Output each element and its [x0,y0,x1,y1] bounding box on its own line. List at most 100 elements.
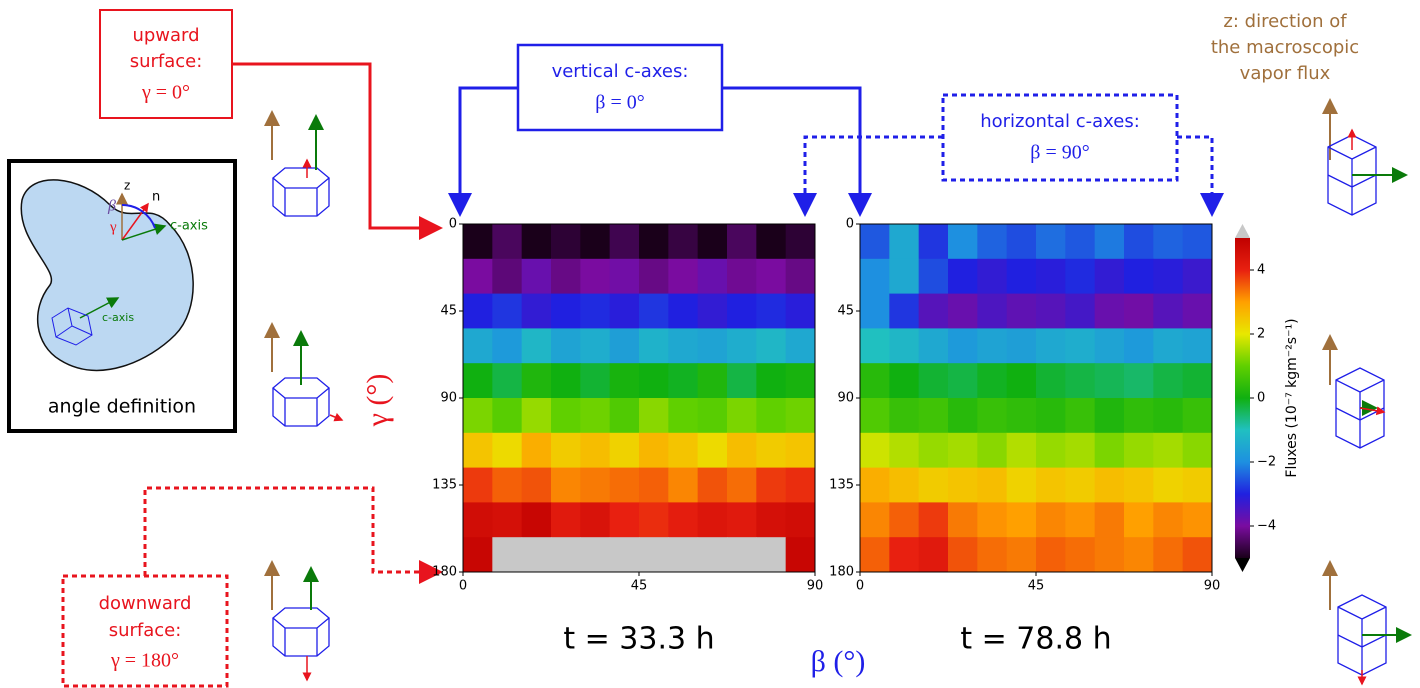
heatmap-cell [1036,398,1066,434]
heatmap-cell [860,398,890,434]
heatmap-cell [668,363,699,399]
heatmap-cell [1006,363,1037,399]
heatmap-cell [948,258,978,295]
crystal-icon [1322,334,1386,449]
heatmap-cell [521,467,552,503]
x-tick-label: 90 [807,579,824,594]
heatmap-cell [860,467,890,503]
heatmap-cell [1182,363,1213,399]
heatmap-cell [1065,224,1096,260]
heatmap-cell [1006,258,1037,295]
heatmap-cell [609,363,640,399]
heatmap-cell [1182,398,1213,434]
heatmap-cell [551,398,581,434]
heatmap-cell [948,363,978,399]
heatmap-cell [977,502,1008,538]
heatmap-cell [492,293,523,329]
heatmap-cell [492,502,523,538]
y-tick-label: 0 [449,217,457,232]
annotation: vertical c-axes: [552,61,689,82]
heatmap-cell [1036,224,1066,260]
heatmap-cell [756,467,787,503]
annotation: γ = 0° [141,82,190,104]
heatmap-cell [918,537,949,573]
heatmap-cell [1124,537,1154,573]
heatmap-cell [889,537,920,573]
inset-label: z [124,179,130,193]
heatmap-cell [463,398,493,434]
heatmap-cell [492,363,523,399]
heatmap-cell [609,328,640,364]
heatmap-cell [1036,432,1066,469]
connector [143,486,443,584]
heatmap-cell [609,258,640,295]
icon [121,202,149,241]
y-axis-label: γ (°) [361,374,394,428]
heatmap-cell [463,502,493,538]
heatmap-cell [889,293,920,329]
heatmap-cell [977,432,1008,469]
heatmap-cell [977,537,1008,573]
heatmap-cell [639,398,669,434]
heatmap-cell [1153,363,1184,399]
heatmap-cell [1124,258,1154,295]
heatmap-cell [1065,502,1096,538]
annotation: downward [99,593,192,614]
heatmap-cell [1065,432,1096,469]
heatmap-cell [860,293,890,329]
y-tick-label: 45 [440,304,457,319]
heatmap-cell [948,398,978,434]
heatmap-cell [492,537,523,573]
inset-title: angle definition [48,396,196,418]
heatmap-cell [785,293,816,329]
heatmap-cell [639,258,669,295]
heatmap-cell [860,224,890,260]
heatmap-cell [1182,328,1213,364]
heatmap-cell [977,258,1008,295]
heatmap-cell [860,363,890,399]
colorbar-under [1235,558,1250,572]
heatmap-cell [463,328,493,364]
heatmap-cell [668,258,699,295]
heatmap-cell [918,467,949,503]
heatmap-cell [551,258,581,295]
heatmap-cell [1036,537,1066,573]
heatmap-cell [977,363,1008,399]
chart-title: t = 33.3 h [563,622,714,657]
heatmap-cell [1153,293,1184,329]
colorbar-tick-label: −2 [1257,455,1276,470]
connector [793,135,943,217]
heatmap-cell [639,293,669,329]
heatmap-cell [860,432,890,469]
connector [448,86,518,217]
heatmap-cell [889,432,920,469]
heatmap-cell [727,224,757,260]
heatmap-cell [521,502,552,538]
inset-label: c-axis [170,219,208,234]
heatmap-cell [697,224,728,260]
heatmap-cell [1153,502,1184,538]
heatmap-cell [1153,398,1184,434]
heatmap-cell [492,432,523,469]
horizontal-box [941,93,1179,182]
annotation: β = 0° [595,92,644,114]
heatmap-cell [551,224,581,260]
heatmap-cell [756,293,787,329]
heatmap-cell [697,293,728,329]
heatmap-cell [918,328,949,364]
heatmap-cell [492,328,523,364]
heatmap-cell [1182,502,1213,538]
heatmap-cell [463,467,493,503]
chart-title: t = 78.8 h [960,622,1111,657]
heatmap-cell [948,432,978,469]
heatmap-cell [1153,432,1184,469]
heatmap-cell [785,467,816,503]
heatmap-cell [889,258,920,295]
heatmap-cell [948,293,978,329]
annotation: γ = 180° [110,650,179,672]
heatmap-cell [580,363,611,399]
heatmap-cell [948,328,978,364]
heatmap-cell [948,502,978,538]
heatmap-cell [785,432,816,469]
heatmap-cell [551,467,581,503]
